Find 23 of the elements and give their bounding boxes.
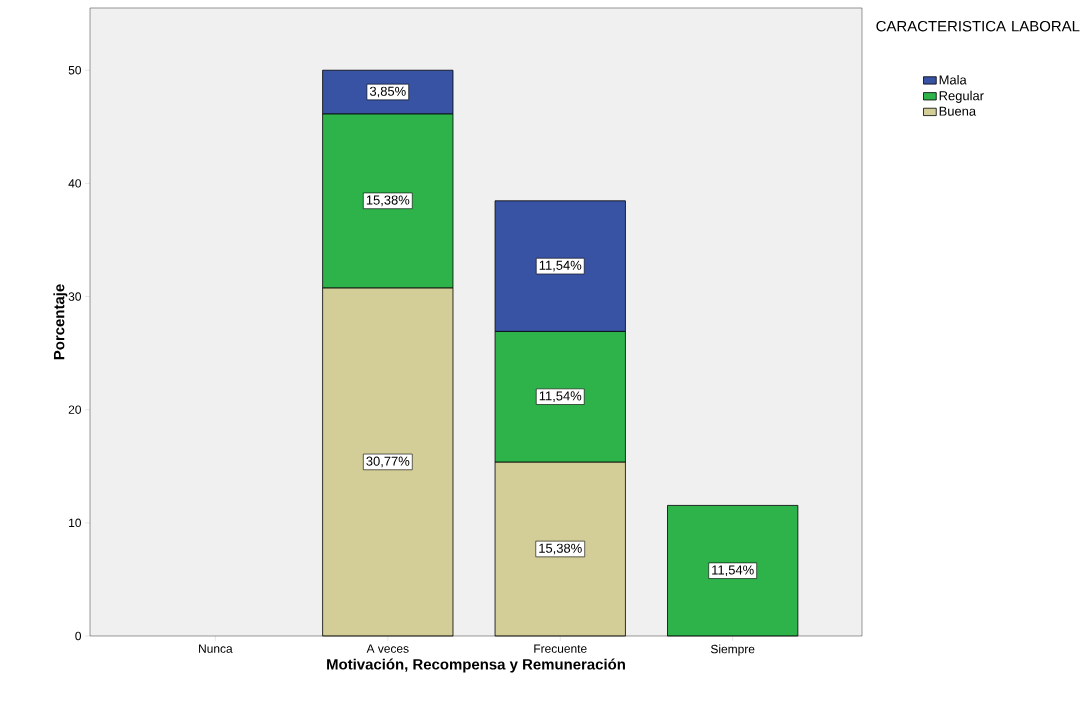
data-label: 30,77% [366, 456, 410, 468]
x-tick-label: Siempre [710, 644, 755, 656]
data-label: 11,54% [539, 391, 582, 402]
legend-label: Mala [939, 74, 967, 85]
y-tick-label: 10 [69, 518, 82, 528]
legend-title: CARACTERISTICA LABORAL [876, 20, 1080, 32]
x-tick-label: Frecuente [534, 644, 587, 653]
y-tick-label: 20 [68, 405, 82, 414]
legend-label: Regular [939, 90, 984, 103]
y-tick-label: 30 [68, 292, 82, 301]
x-tick-label: A veces [366, 644, 409, 653]
data-label: 11,54% [712, 565, 754, 577]
data-label: 15,38% [539, 543, 582, 555]
legend-label: Buena [939, 106, 977, 116]
data-label: 15,38% [366, 195, 410, 207]
y-tick-label: 0 [75, 631, 82, 641]
y-tick-label: 40 [68, 179, 82, 188]
data-label: 3,85% [369, 86, 406, 98]
x-tick-label: Nunca [199, 644, 233, 653]
y-tick-label: 50 [68, 66, 82, 75]
data-label: 11,54% [539, 260, 582, 272]
y-axis-title: Porcentaje [53, 284, 68, 360]
x-axis-title: Motivación, Recompensa y Remuneración [327, 658, 625, 673]
